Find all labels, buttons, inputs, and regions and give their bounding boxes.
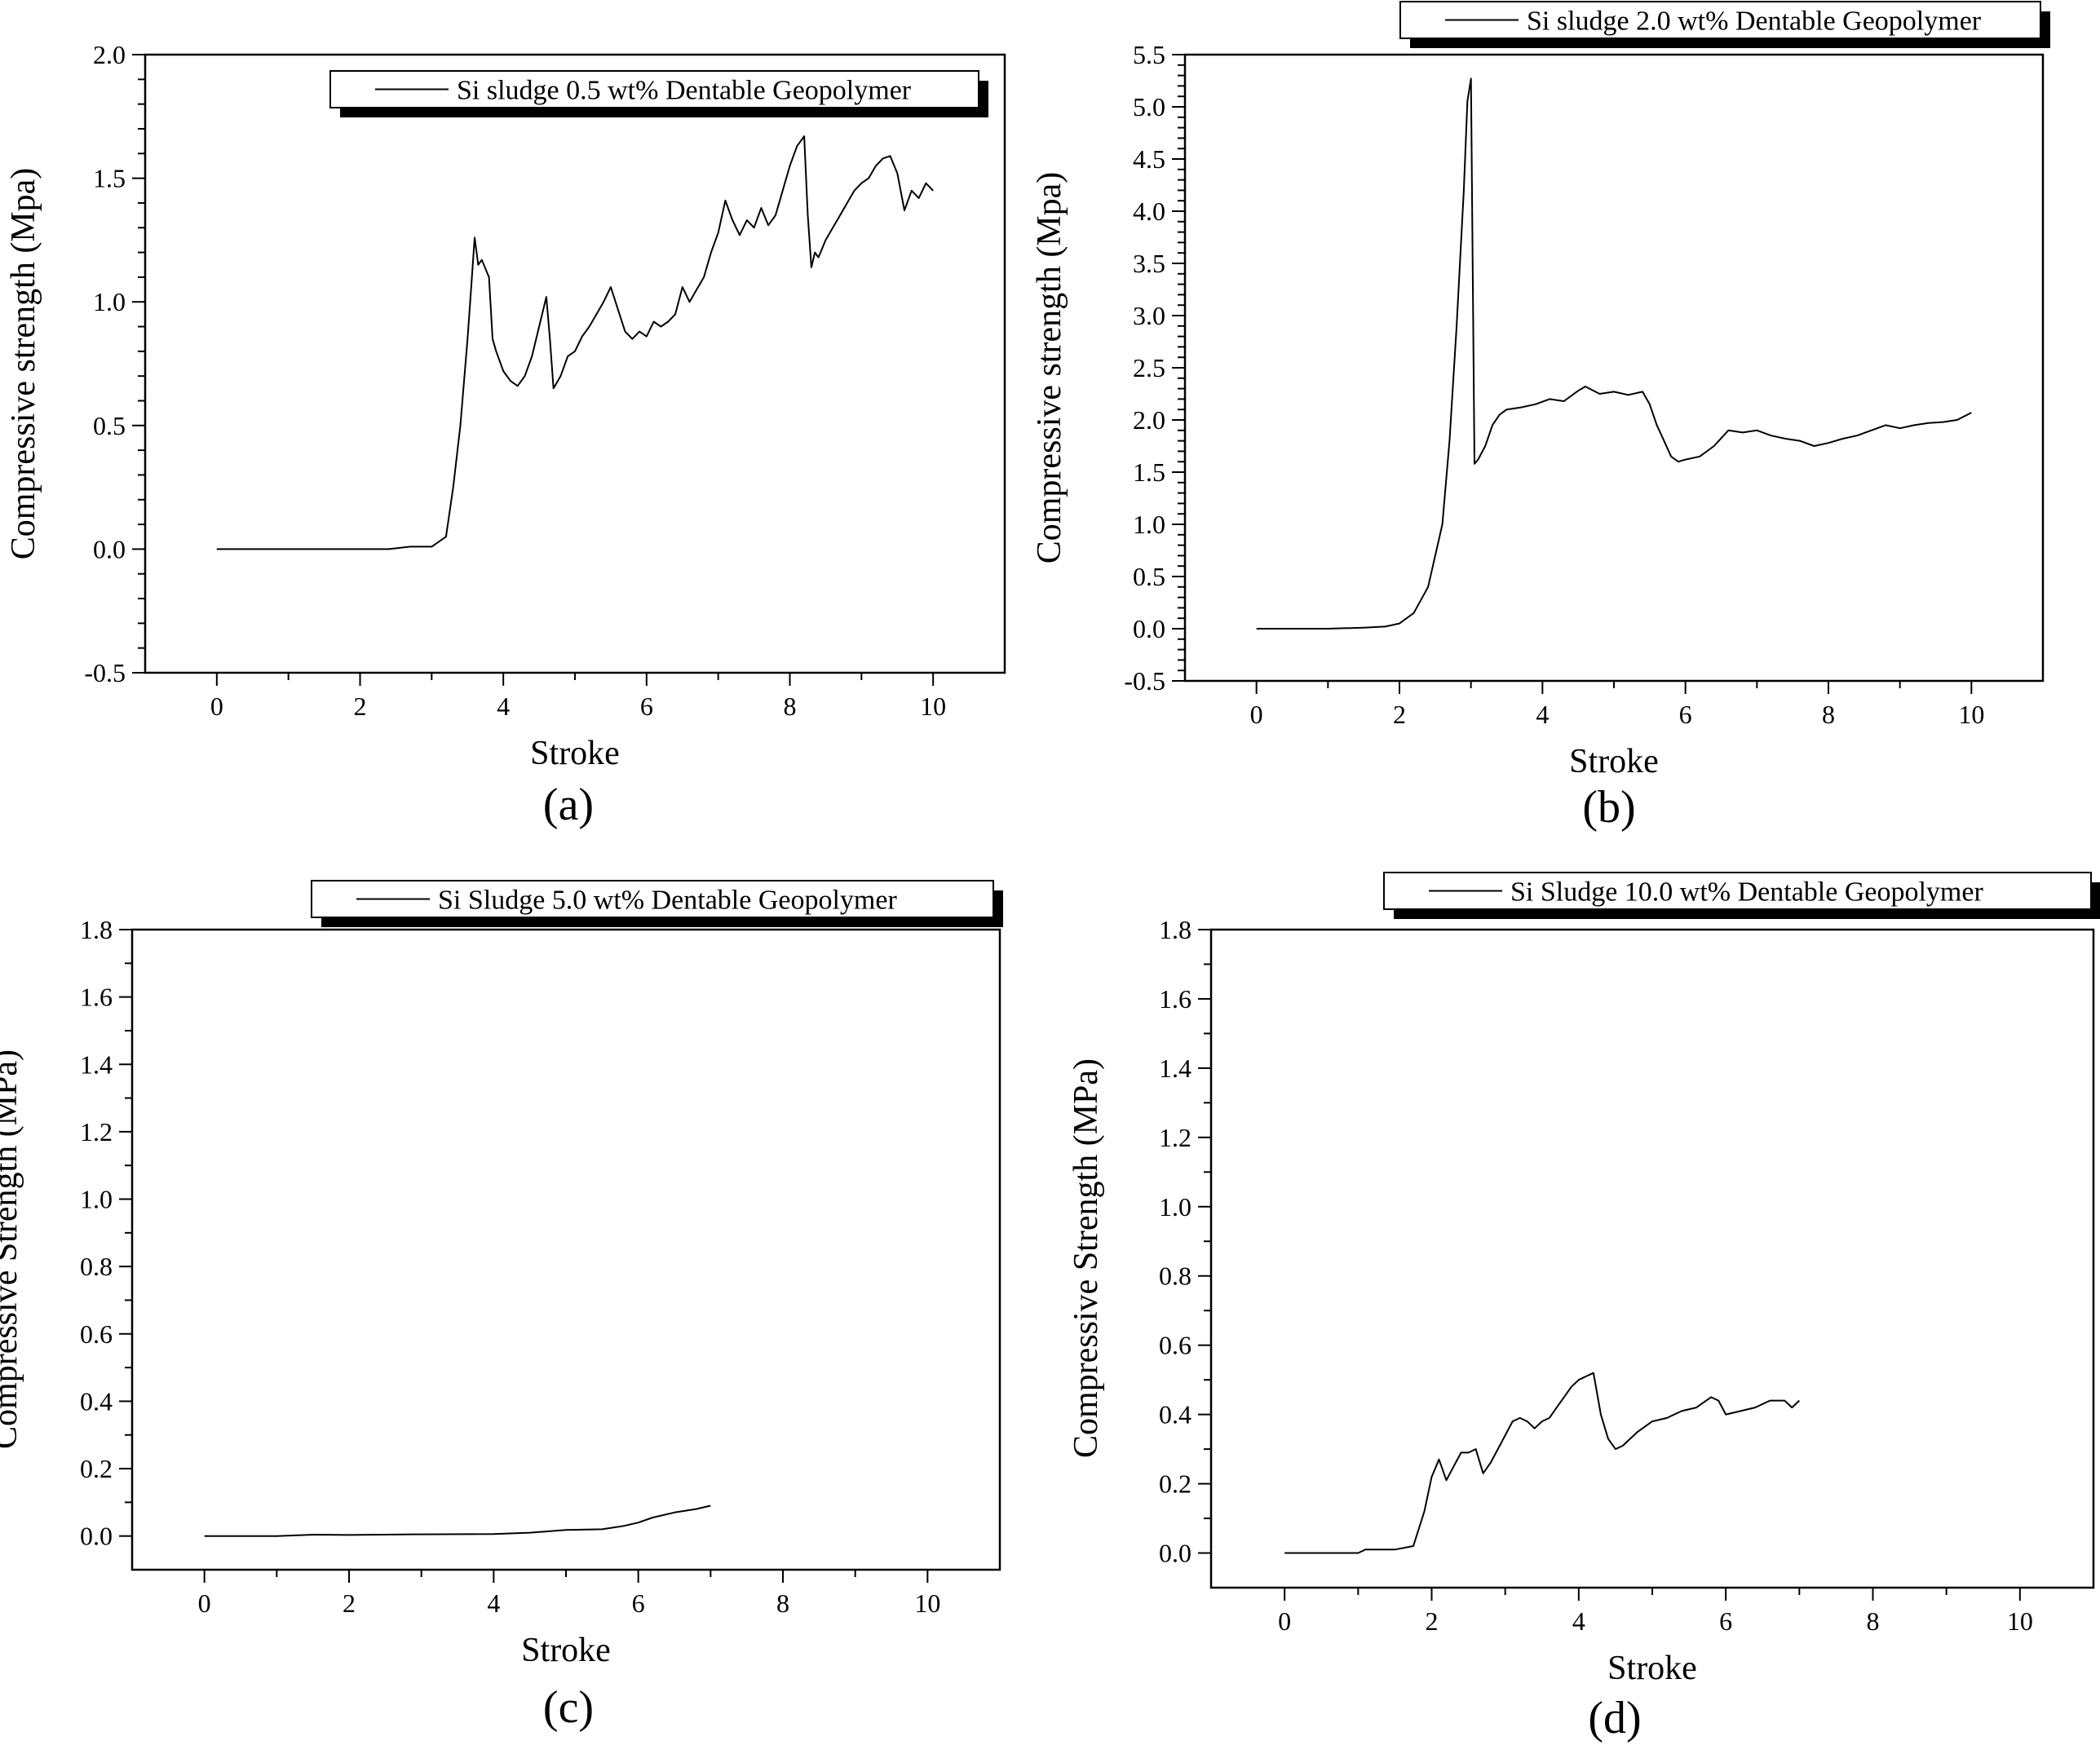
x-tick-label: 6	[1679, 700, 1692, 729]
y-tick-label: 0.0	[80, 1522, 113, 1551]
x-tick-label: 0	[1278, 1606, 1291, 1636]
y-tick-label: -0.5	[1124, 666, 1165, 696]
y-tick-label: 0.0	[1133, 614, 1165, 643]
y-tick-label: 1.2	[1159, 1123, 1191, 1152]
y-tick-label: 1.4	[1159, 1054, 1191, 1083]
y-tick-label: 1.0	[1159, 1192, 1191, 1222]
y-tick-label: 0.2	[1159, 1469, 1191, 1499]
chart-panel-3: 0 2 4 6 8 10 0.0 0.2 0.4 0.6 0.8 1.0 1.2 1.4 1.6 1.8 Str…	[0, 880, 1003, 1733]
y-tick-label: 0.4	[80, 1386, 113, 1416]
y-axis-label: Compressive strength (Mpa)	[1031, 172, 1068, 564]
y-tick-label: 0.0	[93, 534, 126, 563]
y-tick-label: 1.2	[80, 1117, 113, 1147]
x-tick-label: 6	[640, 691, 653, 721]
series-line	[1256, 77, 1972, 630]
y-tick-label: 1.0	[1133, 510, 1165, 539]
x-tick-label: 8	[1822, 700, 1835, 729]
x-axis-label: Stroke	[1569, 743, 1659, 780]
y-tick-label: 2.5	[1133, 353, 1165, 382]
legend-entry: Si sludge 0.5 wt% Dentable Geopolymer	[457, 76, 912, 106]
y-tick-label: 1.8	[80, 915, 113, 944]
x-tick-label: 2	[1393, 700, 1406, 729]
x-tick-label: 10	[920, 691, 946, 721]
y-tick-label: 0.0	[1159, 1539, 1191, 1568]
y-tick-label: 1.5	[1133, 457, 1165, 487]
chart-panel-4: 0 2 4 6 8 10 0.0 0.2 0.4 0.6 0.8 1.0 1.2 1.4 1.6 1.8 Str…	[1068, 872, 2100, 1743]
x-tick-label: 6	[632, 1588, 645, 1618]
y-tick-label: 0.4	[1159, 1400, 1191, 1429]
x-tick-label: 4	[487, 1588, 500, 1618]
y-tick-label: 1.0	[80, 1185, 113, 1214]
y-tick-label: 0.6	[1159, 1331, 1191, 1360]
x-tick-label: 2	[1426, 1606, 1439, 1636]
panel-label: (c)	[543, 1682, 594, 1733]
x-axis-label: Stroke	[530, 735, 620, 772]
series-line	[1284, 1372, 1800, 1554]
y-tick-label: 4.5	[1133, 144, 1165, 174]
plot-frame	[1209, 928, 2095, 1589]
x-tick-label: 2	[343, 1588, 356, 1618]
y-tick-label: 3.0	[1133, 301, 1165, 330]
y-tick-label: 1.5	[93, 164, 126, 193]
chart-panel-2: 0 2 4 6 8 10 -0.5 0.0 0.5 1.0 1.5 2.0 2.5 3.0 3.5 4.0 4.…	[1031, 1, 2050, 833]
x-tick-label: 8	[1867, 1606, 1880, 1636]
y-tick-label: 1.4	[80, 1049, 113, 1079]
x-tick-label: 4	[1536, 700, 1549, 729]
legend-entry: Si sludge 2.0 wt% Dentable Geopolymer	[1527, 7, 1982, 37]
y-tick-label: 0.2	[80, 1454, 113, 1483]
y-tick-label: 3.5	[1133, 249, 1165, 278]
y-tick-label: 1.6	[1159, 984, 1191, 1014]
y-axis-label: Compressive strength (Mpa)	[5, 168, 42, 560]
y-tick-label: -0.5	[84, 658, 126, 687]
x-tick-label: 4	[1572, 1606, 1585, 1636]
plot-frame	[1183, 53, 2045, 683]
y-tick-label: 5.0	[1133, 92, 1165, 121]
y-tick-label: 5.5	[1133, 40, 1165, 69]
y-axis-label: Compressive Strength (MPa)	[0, 1049, 24, 1449]
y-tick-label: 4.0	[1133, 197, 1165, 226]
x-tick-label: 0	[198, 1588, 211, 1618]
x-tick-label: 8	[784, 691, 797, 721]
y-tick-label: 1.0	[93, 287, 126, 316]
y-tick-label: 2.0	[93, 40, 126, 69]
y-tick-label: 0.8	[80, 1252, 113, 1281]
x-tick-label: 10	[914, 1588, 940, 1618]
legend-entry: Si Sludge 5.0 wt% Dentable Geopolymer	[438, 886, 897, 916]
y-tick-label: 1.8	[1159, 915, 1191, 944]
x-tick-label: 6	[1719, 1606, 1732, 1636]
y-tick-label: 1.6	[80, 983, 113, 1012]
x-tick-label: 4	[497, 691, 510, 721]
x-tick-label: 0	[210, 691, 223, 721]
legend-entry: Si Sludge 10.0 wt% Dentable Geopolymer	[1510, 877, 1983, 908]
y-tick-label: 0.5	[1133, 562, 1165, 591]
x-axis-label: Stroke	[1607, 1650, 1697, 1687]
panel-label: (b)	[1582, 782, 1635, 833]
y-tick-label: 2.0	[1133, 405, 1165, 435]
chart-panel-1: 0 2 4 6 8 10 -0.5 0.0 0.5 1.0 1.5 2.0 Stroke Compress…	[5, 40, 1006, 830]
y-tick-label: 0.8	[1159, 1261, 1191, 1291]
x-tick-label: 8	[776, 1588, 789, 1618]
y-tick-label: 0.5	[93, 411, 126, 440]
y-axis-label: Compressive Strength (MPa)	[1068, 1058, 1105, 1458]
x-tick-label: 10	[2007, 1606, 2033, 1636]
x-tick-label: 10	[1958, 700, 1984, 729]
x-axis-label: Stroke	[521, 1632, 611, 1669]
x-tick-label: 2	[354, 691, 367, 721]
panel-label: (a)	[543, 780, 594, 830]
series-line	[204, 1504, 711, 1537]
series-line	[216, 135, 934, 550]
y-tick-label: 0.6	[80, 1319, 113, 1349]
panel-label: (d)	[1588, 1693, 1641, 1743]
plot-frame	[130, 928, 1001, 1571]
x-tick-label: 0	[1250, 700, 1263, 729]
plot-frame	[144, 53, 1006, 674]
